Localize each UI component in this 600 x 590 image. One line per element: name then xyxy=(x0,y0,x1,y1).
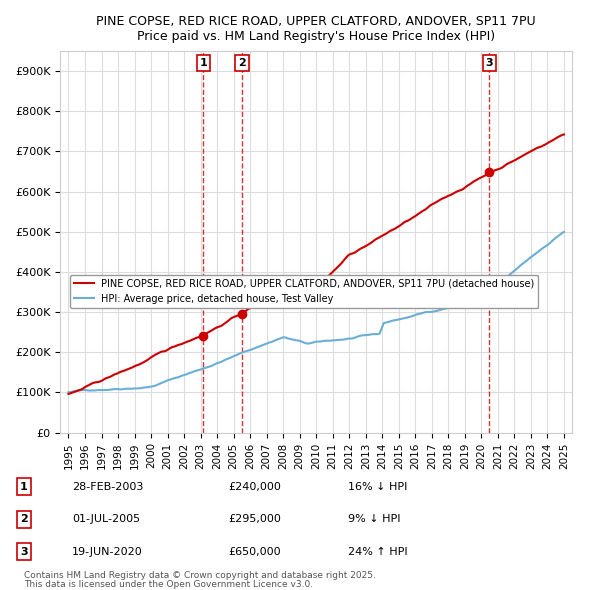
Text: 1: 1 xyxy=(199,58,207,68)
Text: Contains HM Land Registry data © Crown copyright and database right 2025.: Contains HM Land Registry data © Crown c… xyxy=(24,571,376,580)
Text: £240,000: £240,000 xyxy=(228,482,281,491)
Text: 24% ↑ HPI: 24% ↑ HPI xyxy=(348,547,407,556)
Text: 2: 2 xyxy=(20,514,28,524)
Text: 16% ↓ HPI: 16% ↓ HPI xyxy=(348,482,407,491)
Text: 28-FEB-2003: 28-FEB-2003 xyxy=(72,482,143,491)
Text: 2: 2 xyxy=(238,58,246,68)
Text: 3: 3 xyxy=(485,58,493,68)
Text: 01-JUL-2005: 01-JUL-2005 xyxy=(72,514,140,524)
Text: 1: 1 xyxy=(20,482,28,491)
Text: £295,000: £295,000 xyxy=(228,514,281,524)
Title: PINE COPSE, RED RICE ROAD, UPPER CLATFORD, ANDOVER, SP11 7PU
Price paid vs. HM L: PINE COPSE, RED RICE ROAD, UPPER CLATFOR… xyxy=(97,15,536,43)
Text: £650,000: £650,000 xyxy=(228,547,281,556)
Text: 3: 3 xyxy=(20,547,28,556)
Text: 9% ↓ HPI: 9% ↓ HPI xyxy=(348,514,401,524)
Text: This data is licensed under the Open Government Licence v3.0.: This data is licensed under the Open Gov… xyxy=(24,579,313,589)
Legend: PINE COPSE, RED RICE ROAD, UPPER CLATFORD, ANDOVER, SP11 7PU (detached house), H: PINE COPSE, RED RICE ROAD, UPPER CLATFOR… xyxy=(70,275,538,307)
Text: 19-JUN-2020: 19-JUN-2020 xyxy=(72,547,143,556)
